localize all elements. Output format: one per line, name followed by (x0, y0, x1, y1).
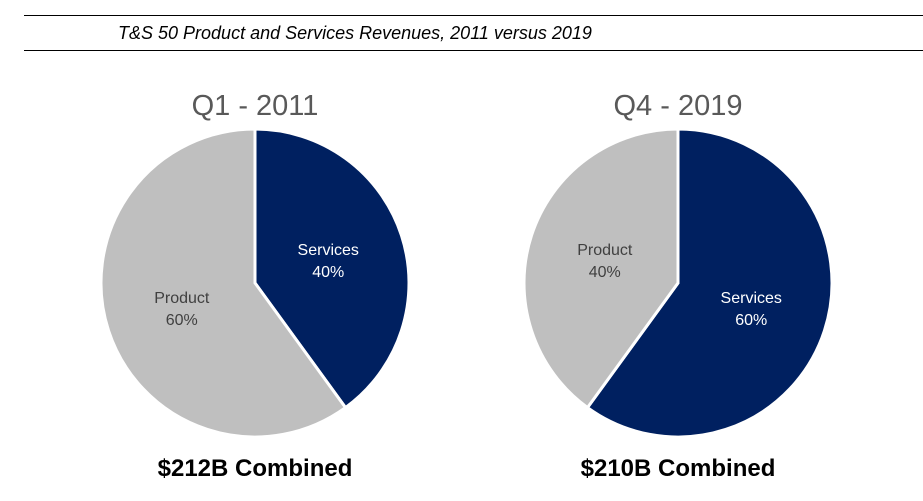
pie-chart-2019: Q4 - 2019 Services 60% Product 40% (522, 90, 834, 439)
combined-total-2019: $210B Combined (580, 455, 776, 482)
pie-slice-product-2019 (522, 127, 680, 410)
slice-value-services-2019: 60% (735, 312, 767, 329)
combined-total-2011: $212B Combined (157, 455, 353, 482)
slice-label-services-2019: Services (721, 290, 782, 307)
pie-chart-2011: Q1 - 2011 Services 40% Product 60% (99, 90, 411, 439)
top-rule (24, 15, 923, 16)
pie-title-2019: Q4 - 2019 (614, 90, 743, 122)
slice-label-services-2011: Services (298, 242, 359, 259)
slice-value-product-2019: 40% (589, 264, 621, 281)
pie-title-2011: Q1 - 2011 (192, 90, 319, 122)
figure-title: T&S 50 Product and Services Revenues, 20… (118, 23, 592, 43)
slice-value-product-2011: 60% (166, 312, 198, 329)
slice-value-services-2011: 40% (312, 264, 344, 281)
pie-slice-product-2011 (99, 127, 348, 439)
slice-label-product-2019: Product (577, 242, 633, 259)
pie-slice-services-2019 (585, 127, 834, 439)
pie-slice-services-2011 (253, 127, 411, 410)
bottom-rule (24, 50, 923, 51)
slice-label-product-2011: Product (154, 290, 210, 307)
